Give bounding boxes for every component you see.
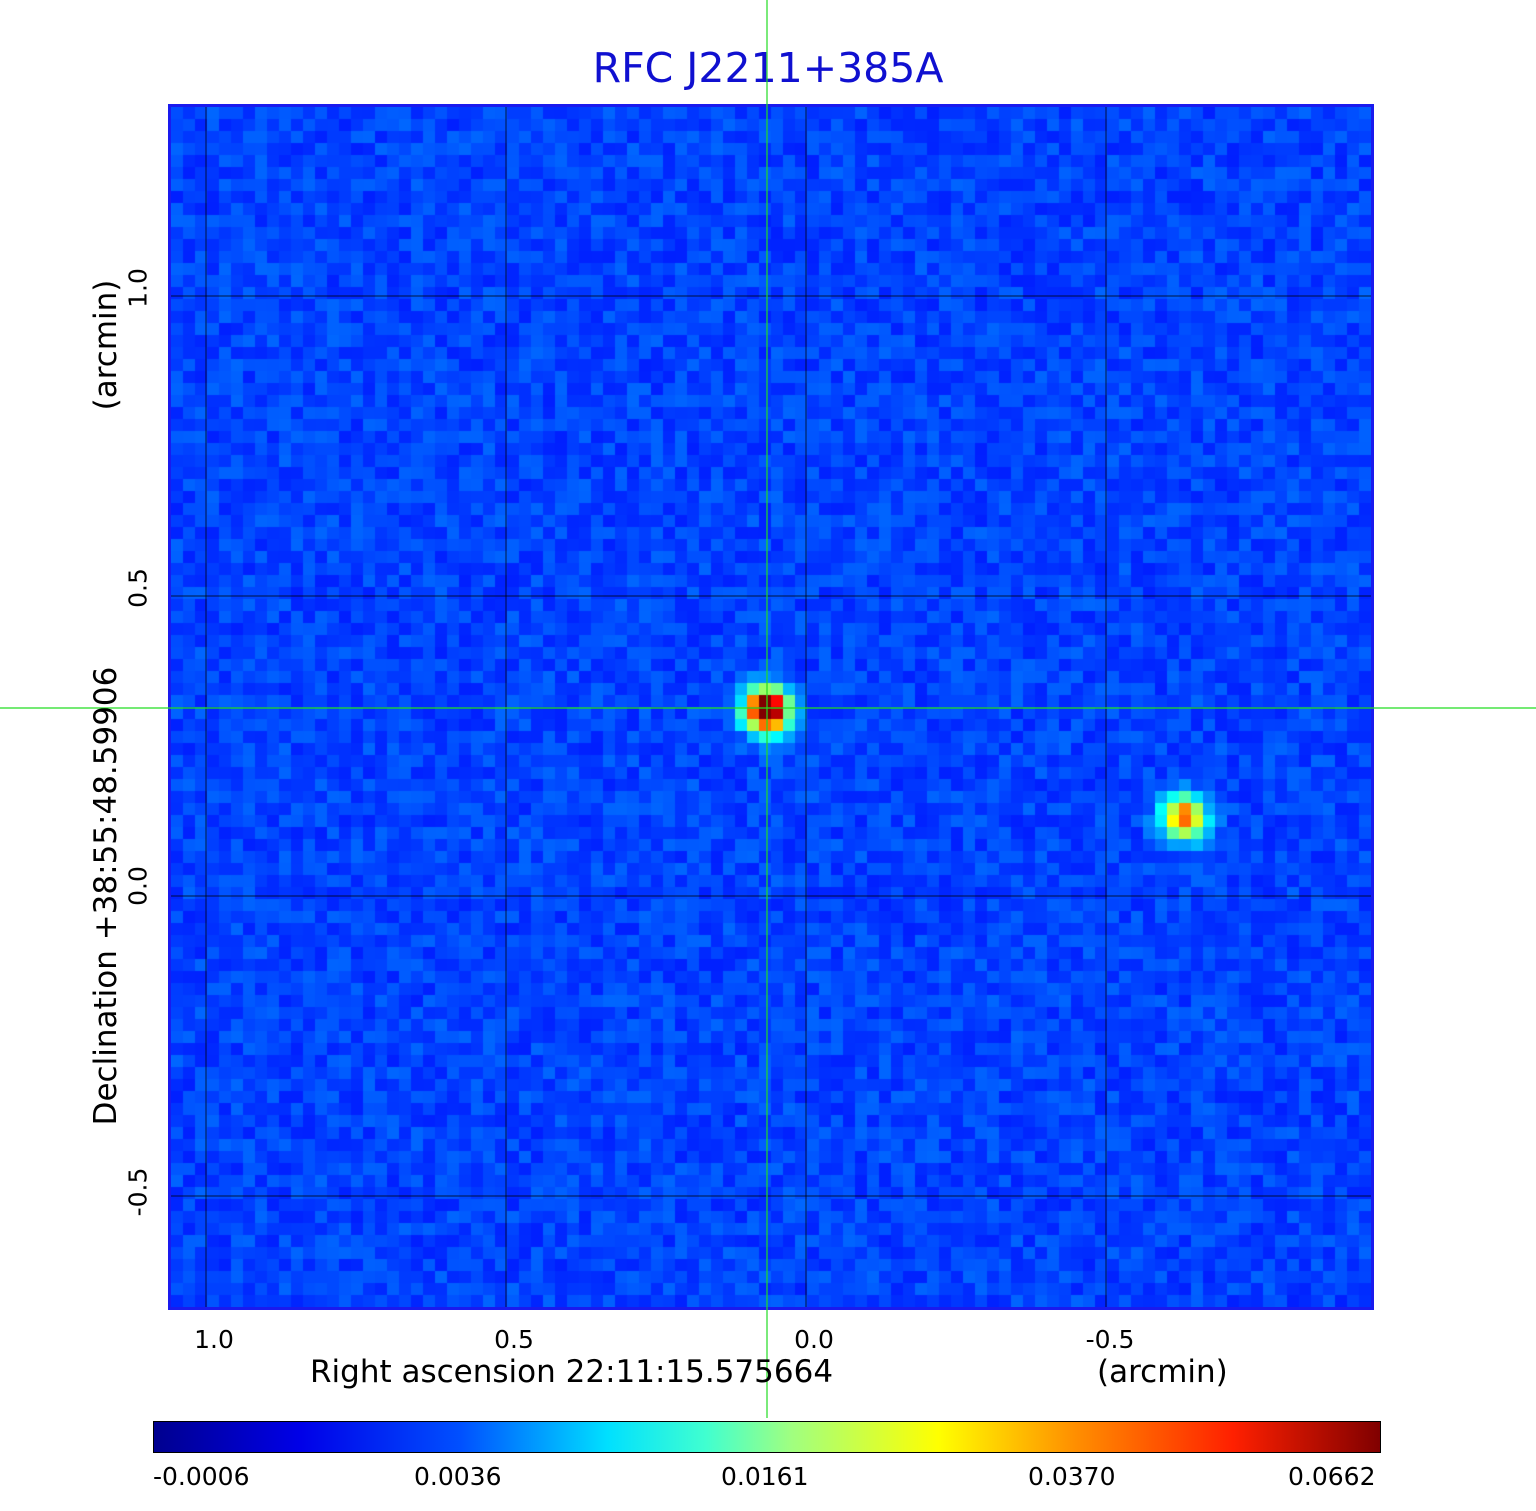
- colorbar-tick-label: 0.0036: [414, 1462, 502, 1491]
- x-tick-label: 1.0: [194, 1325, 234, 1354]
- colorbar-tick-label: -0.0006: [153, 1462, 250, 1491]
- x-axis-unit: (arcmin): [1097, 1354, 1228, 1390]
- sky-image-frame[interactable]: [168, 104, 1374, 1310]
- colorbar-tick-label: 0.0161: [721, 1462, 809, 1491]
- colorbar-tick-label: 0.0662: [1288, 1462, 1376, 1491]
- x-tick-label: 0.5: [494, 1325, 534, 1354]
- y-tick-label: 1.0: [123, 268, 153, 308]
- crosshair: [0, 0, 1536, 1418]
- y-tick-label: 0.5: [123, 568, 153, 608]
- y-tick-label: 0.0: [123, 866, 153, 906]
- x-tick-label: 0.0: [794, 1325, 834, 1354]
- colorbar: [153, 1421, 1381, 1453]
- x-axis-label: Right ascension 22:11:15.575664: [310, 1354, 834, 1390]
- colorbar-tick-label: 0.0370: [1028, 1462, 1116, 1491]
- x-tick-label: -0.5: [1085, 1325, 1135, 1354]
- y-axis-label: Declination +38:55:48.59906: [88, 666, 124, 1126]
- grid-lines: [171, 107, 1371, 1307]
- sky-image: [171, 107, 1371, 1307]
- image-title: RFC J2211+385A: [592, 44, 944, 92]
- y-tick-label: -0.5: [123, 1167, 153, 1217]
- y-axis-unit: (arcmin): [88, 279, 124, 411]
